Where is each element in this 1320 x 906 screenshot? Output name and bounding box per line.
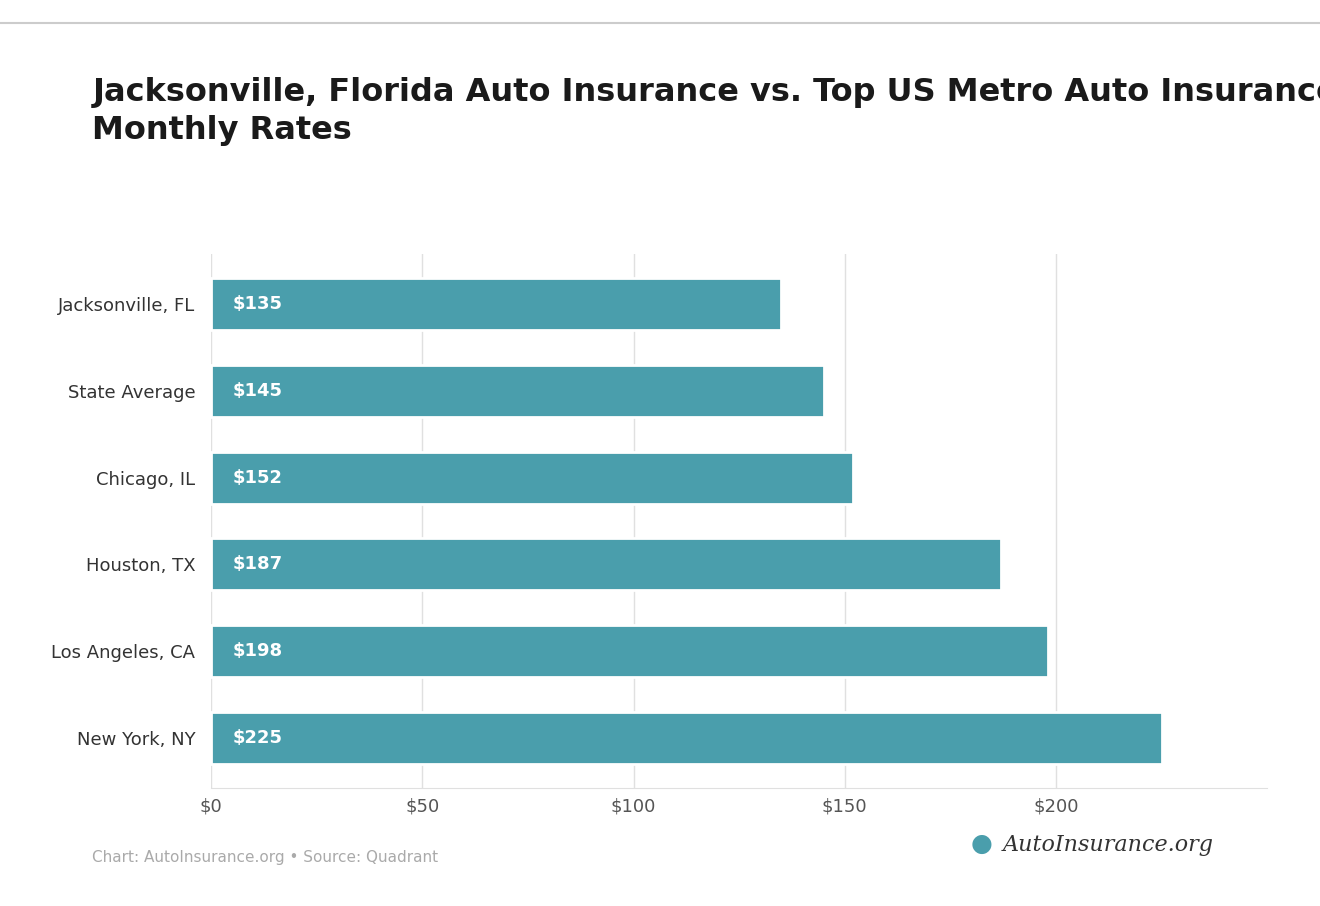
Bar — [211, 712, 1162, 764]
Text: $225: $225 — [232, 729, 282, 747]
Bar — [211, 625, 1048, 677]
Bar — [211, 278, 781, 330]
Text: AutoInsurance.org: AutoInsurance.org — [1003, 834, 1214, 856]
Bar — [211, 365, 824, 417]
Text: $152: $152 — [232, 468, 282, 487]
Text: $135: $135 — [232, 295, 282, 313]
Bar — [211, 538, 1001, 591]
Text: $145: $145 — [232, 381, 282, 400]
Text: Chart: AutoInsurance.org • Source: Quadrant: Chart: AutoInsurance.org • Source: Quadr… — [92, 850, 438, 865]
Text: $198: $198 — [232, 642, 282, 660]
Text: $187: $187 — [232, 555, 282, 573]
Bar — [211, 451, 853, 504]
Text: ●: ● — [970, 833, 993, 856]
Text: Jacksonville, Florida Auto Insurance vs. Top US Metro Auto Insurance
Monthly Rat: Jacksonville, Florida Auto Insurance vs.… — [92, 77, 1320, 146]
